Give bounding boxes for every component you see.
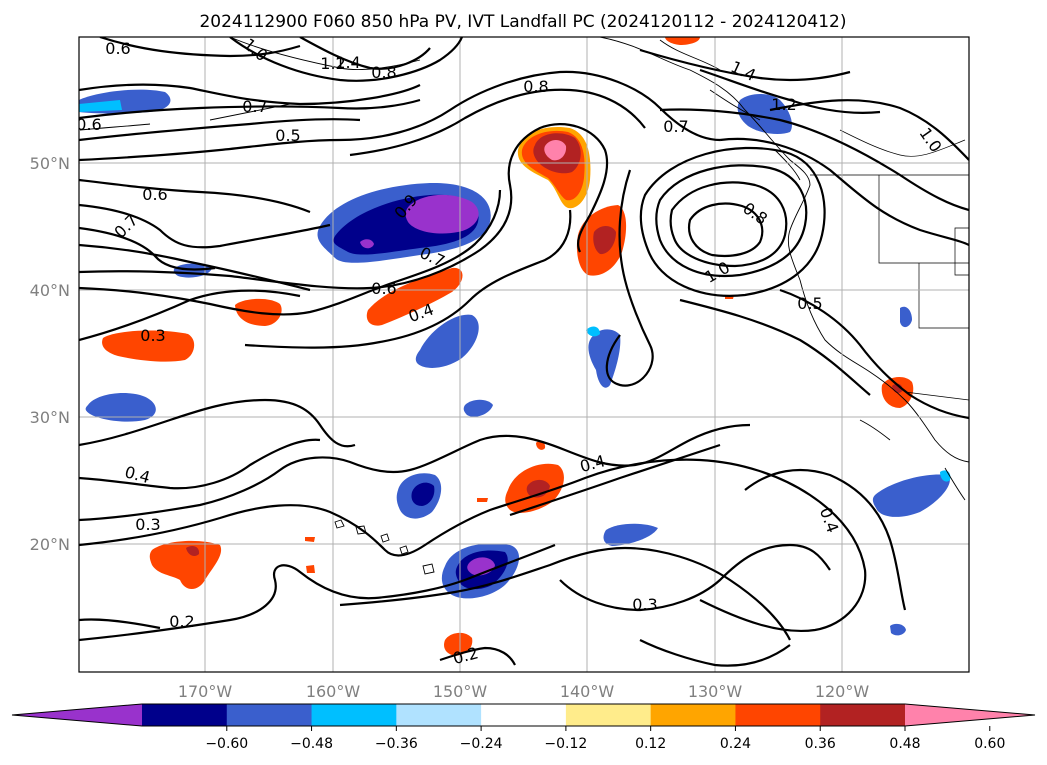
lon-label: 130°W (688, 682, 743, 701)
colorbar-segment (735, 704, 821, 726)
map-panel: 0.6 1.0 1.2 1.4 0.8 0.7 0.6 0.5 0.8 0.7 … (76, 36, 970, 673)
contour-label: 0.2 (169, 612, 194, 631)
contour-label: 0.7 (242, 97, 267, 116)
negative-anomaly-patch (586, 326, 600, 337)
positive-anomaly-patch (149, 540, 222, 589)
colorbar-outline (11, 703, 1036, 727)
colorbar-extend-high (905, 704, 1035, 726)
contour-label: 0.8 (371, 63, 396, 82)
colorbar-tick-label: 0.48 (889, 736, 920, 752)
positive-anomaly-patch (665, 37, 700, 45)
latitude-labels: 50°N 40°N 30°N 20°N (30, 154, 70, 554)
positive-anomaly-patch (305, 537, 315, 542)
negative-anomaly-patch (900, 306, 912, 328)
positive-anomaly-patch (477, 498, 488, 502)
colorbar-segment (226, 704, 313, 726)
contour-label: 0.5 (797, 294, 822, 313)
positive-anomaly-patch (576, 205, 627, 276)
lon-label: 120°W (815, 682, 870, 701)
contour-label: 0.6 (371, 279, 396, 298)
contour-label: 0.3 (135, 515, 160, 534)
map-background (79, 37, 969, 672)
colorbar-tick-label: 0.12 (635, 736, 666, 752)
colorbar-tick-label: 0.60 (974, 736, 1005, 752)
contour-label: 0.5 (275, 126, 300, 145)
colorbar-tick-label: −0.36 (375, 736, 418, 752)
political-borders (810, 129, 969, 401)
colorbar-segment (565, 704, 652, 726)
colorbar-tick-label: −0.12 (544, 736, 587, 752)
lon-label: 150°W (433, 682, 488, 701)
colorbar-segment (396, 704, 482, 726)
negative-anomaly-patch (890, 623, 906, 636)
negative-anomaly-patch (415, 314, 479, 368)
contour-label: 0.6 (142, 185, 167, 204)
coastline (79, 37, 969, 575)
lat-label: 40°N (30, 281, 70, 300)
positive-anomaly-patch (366, 267, 463, 326)
colorbar-segment (481, 704, 567, 726)
contour-label: 0.7 (663, 117, 688, 136)
map-frame (78, 36, 970, 673)
colorbar-segment (142, 704, 228, 726)
lon-label: 140°W (560, 682, 615, 701)
negative-anomaly-patch (588, 329, 621, 388)
contour-label: 1.2 (771, 95, 796, 114)
contour-label: 0.6 (105, 39, 130, 58)
contour-label: 1.4 (335, 53, 360, 72)
colorbar: −0.60 −0.48 −0.36 −0.24 −0.12 0.12 0.24 0.36 0.4… (11, 703, 1036, 752)
colorbar-segment (311, 704, 397, 726)
negative-anomaly-patch (79, 100, 122, 112)
map-title: 2024112900 F060 850 hPa PV, IVT Landfall… (199, 12, 846, 32)
positive-anomaly-patch (102, 330, 195, 362)
contour-label: 0.6 (76, 115, 101, 134)
lat-label: 50°N (30, 154, 70, 173)
positive-anomaly-patch (444, 632, 473, 656)
colorbar-extend-low (12, 704, 142, 726)
negative-anomaly-patch (85, 393, 156, 422)
negative-anomaly-patch (872, 474, 950, 517)
positive-anomaly-patch (306, 565, 315, 573)
negative-anomaly-patch (396, 473, 442, 519)
contour-label: 0.8 (523, 77, 548, 96)
lon-label: 170°W (178, 682, 233, 701)
colorbar-segment (650, 704, 736, 726)
colorbar-tick-label: 0.36 (805, 736, 836, 752)
contour-label: 0.3 (632, 595, 657, 614)
contour-label: 1.2 (320, 54, 345, 73)
contour-labels: 0.6 1.0 1.2 1.4 0.8 0.7 0.6 0.5 0.8 0.7 … (76, 37, 946, 668)
colorbar-tick-label: −0.60 (205, 736, 248, 752)
colorbar-tick-label: −0.48 (290, 736, 333, 752)
negative-anomaly-patch (603, 523, 658, 546)
negative-anomaly-patch (737, 94, 792, 134)
colorbar-tick-label: −0.24 (460, 736, 503, 752)
shaded-anomaly-patches (79, 37, 951, 656)
lon-label: 160°W (306, 682, 361, 701)
colorbar-tick-label: 0.24 (720, 736, 751, 752)
contour-label: 0.3 (140, 326, 165, 345)
negative-anomaly-patch (463, 399, 493, 417)
pv-contours (79, 37, 969, 667)
lat-label: 20°N (30, 535, 70, 554)
colorbar-segment (820, 704, 906, 726)
lat-label: 30°N (30, 408, 70, 427)
longitude-labels: 170°W 160°W 150°W 140°W 130°W 120°W (178, 682, 870, 701)
